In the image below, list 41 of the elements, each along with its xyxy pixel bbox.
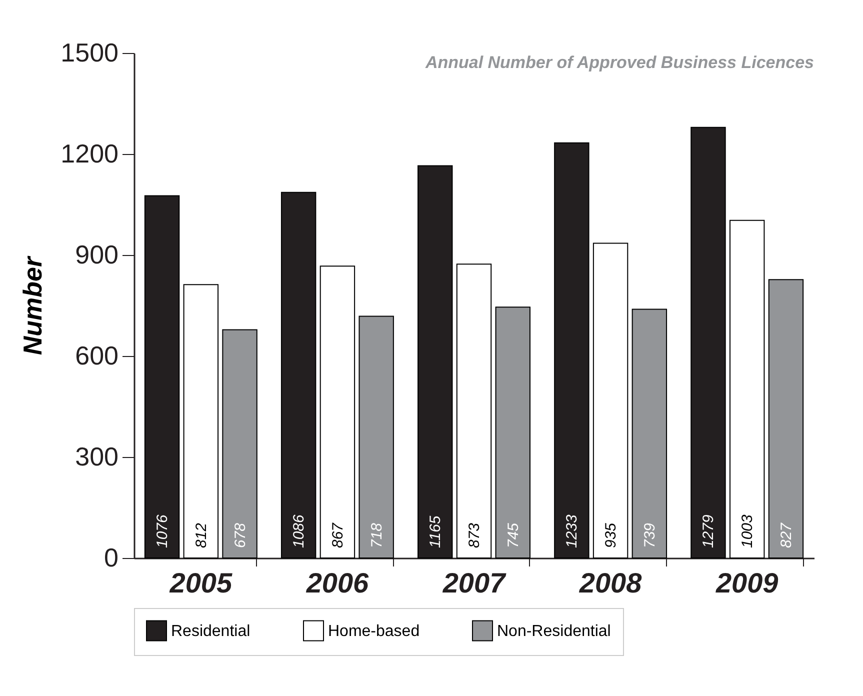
data-label: 1086 xyxy=(290,514,308,548)
data-label: 1233 xyxy=(564,514,581,548)
y-tick-label: 1200 xyxy=(60,138,118,168)
data-label: 867 xyxy=(329,522,346,548)
data-label: 1003 xyxy=(739,514,756,548)
data-label: 1165 xyxy=(427,515,444,548)
data-label: 745 xyxy=(504,522,522,548)
bar xyxy=(495,306,530,558)
y-tick-label: 0 xyxy=(104,542,118,572)
legend-label: Residential xyxy=(171,622,250,640)
legend-label: Non-Residential xyxy=(497,622,611,640)
data-label: 827 xyxy=(778,522,795,548)
x-tick-label: 2006 xyxy=(305,568,370,598)
y-axis-title: Number xyxy=(18,255,48,356)
data-label: 739 xyxy=(641,522,658,548)
chart-title: Annual Number of Approved Business Licences xyxy=(424,53,814,72)
x-tick-label: 2005 xyxy=(168,568,232,598)
y-tick-label: 1500 xyxy=(60,38,118,68)
bar xyxy=(729,220,765,558)
bar xyxy=(632,308,668,558)
x-tick-label: 2007 xyxy=(442,568,507,598)
y-tick-label: 900 xyxy=(75,240,118,270)
data-label: 935 xyxy=(602,522,620,548)
data-label: 812 xyxy=(192,522,210,548)
bar xyxy=(456,264,492,558)
data-label: 1076 xyxy=(154,514,172,548)
bar xyxy=(222,329,258,558)
bar xyxy=(592,242,628,558)
x-tick-label: 2008 xyxy=(578,568,642,598)
data-label: 678 xyxy=(232,522,249,548)
x-tick-label: 2009 xyxy=(714,568,779,598)
legend-label: Home-based xyxy=(328,622,420,640)
bar xyxy=(358,316,394,558)
data-label: 718 xyxy=(368,522,386,548)
bar xyxy=(768,279,804,558)
y-tick-label: 600 xyxy=(75,340,118,370)
data-label: 873 xyxy=(466,522,483,548)
data-label: 1279 xyxy=(700,514,718,548)
bar xyxy=(183,284,219,558)
y-tick-label: 300 xyxy=(75,442,118,472)
bar xyxy=(320,266,356,558)
